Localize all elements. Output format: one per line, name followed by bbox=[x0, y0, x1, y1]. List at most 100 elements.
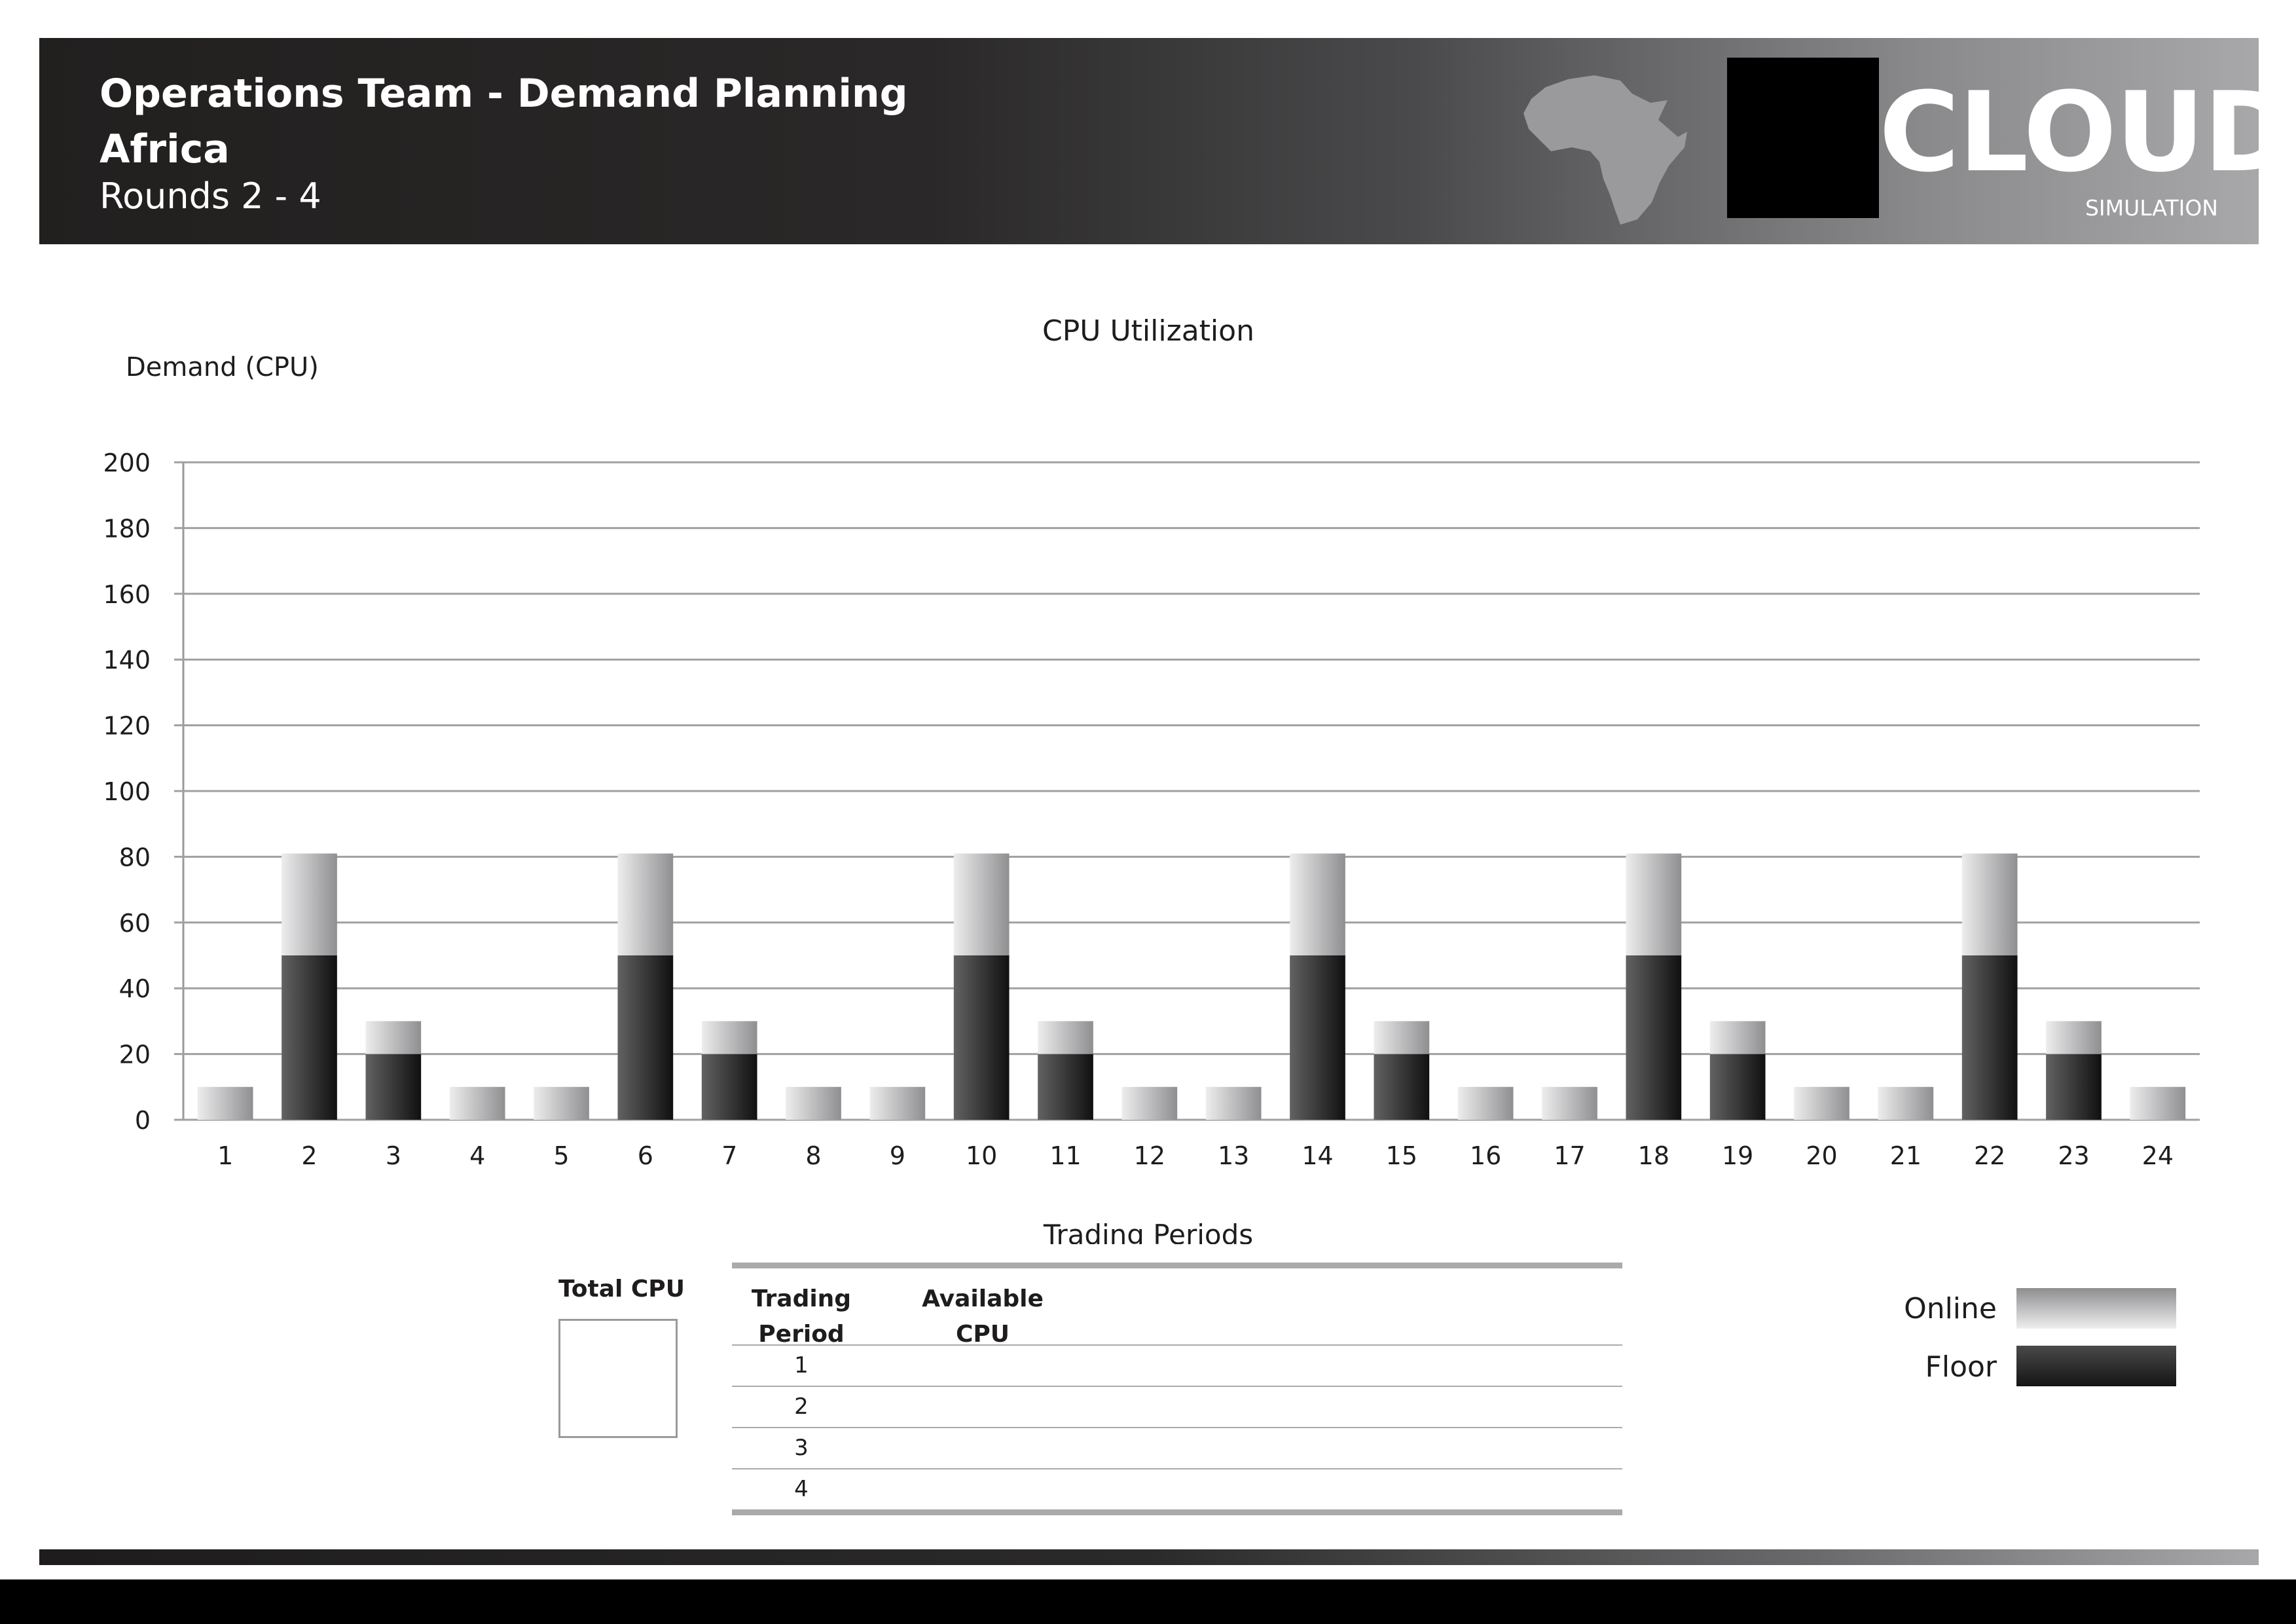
x-tick-label: 14 bbox=[1302, 1141, 1333, 1170]
bar-floor bbox=[953, 955, 1010, 1120]
y-axis-label: Demand (CPU) bbox=[126, 352, 319, 382]
x-tick-label: 8 bbox=[805, 1141, 821, 1170]
bar-floor bbox=[617, 955, 674, 1120]
table-row[interactable]: 3 bbox=[732, 1428, 1622, 1469]
y-tick-label: 140 bbox=[103, 646, 151, 674]
y-tick-label: 80 bbox=[119, 843, 151, 872]
footer-bar bbox=[39, 1549, 2259, 1565]
trading-period-table: Trading Period Available CPU 1 2 3 4 bbox=[732, 1263, 1622, 1515]
x-tick-label: 9 bbox=[890, 1141, 905, 1170]
bar-floor bbox=[282, 955, 337, 1120]
x-tick-label: 3 bbox=[386, 1141, 401, 1170]
bar-online bbox=[1457, 1086, 1514, 1120]
y-tick-label: 200 bbox=[103, 449, 151, 477]
bar-online bbox=[1878, 1086, 1934, 1120]
bar-online bbox=[1374, 1021, 1430, 1054]
table-row[interactable]: 2 bbox=[732, 1387, 1622, 1428]
bar-online bbox=[197, 1086, 253, 1120]
rounds-subtitle: Rounds 2 - 4 bbox=[100, 175, 321, 217]
x-tick-label: 4 bbox=[469, 1141, 485, 1170]
page-title: Operations Team - Demand Planning bbox=[100, 71, 908, 117]
x-tick-label: 21 bbox=[1890, 1141, 1922, 1170]
x-tick-label: 24 bbox=[2142, 1141, 2174, 1170]
legend-online-swatch bbox=[2016, 1288, 2176, 1329]
period-cell: 4 bbox=[794, 1476, 809, 1502]
bar-online bbox=[365, 1021, 422, 1054]
bar-floor bbox=[1626, 955, 1682, 1120]
bar-online bbox=[1542, 1086, 1597, 1120]
y-tick-label: 20 bbox=[119, 1041, 151, 1069]
bar-online bbox=[1794, 1086, 1850, 1120]
bar-online bbox=[869, 1086, 926, 1120]
x-tick-label: 10 bbox=[966, 1141, 997, 1170]
x-tick-label: 5 bbox=[553, 1141, 569, 1170]
bar-floor bbox=[2046, 1054, 2102, 1120]
x-tick-label: 1 bbox=[217, 1141, 233, 1170]
chart-title: CPU Utilization bbox=[1042, 314, 1254, 348]
x-tick-label: 20 bbox=[1806, 1141, 1837, 1170]
header-banner: Operations Team - Demand Planning Africa… bbox=[39, 38, 2295, 244]
bar-online bbox=[786, 1086, 841, 1120]
y-tick-label: 180 bbox=[103, 514, 151, 543]
africa-map-icon bbox=[1523, 75, 1687, 225]
legend-floor-label: Floor bbox=[1925, 1350, 1997, 1384]
x-tick-label: 12 bbox=[1134, 1141, 1165, 1170]
bar-floor bbox=[701, 1054, 757, 1120]
bar-online bbox=[1290, 853, 1345, 955]
x-tick-label: 18 bbox=[1638, 1141, 1669, 1170]
bar-online bbox=[2046, 1021, 2102, 1054]
logo-wordmark: CLOUD bbox=[1879, 68, 2295, 196]
x-tick-label: 13 bbox=[1218, 1141, 1249, 1170]
bar-floor bbox=[365, 1054, 422, 1120]
bar-floor bbox=[1961, 955, 2018, 1120]
bar-online bbox=[1121, 1086, 1178, 1120]
y-tick-label: 0 bbox=[135, 1106, 151, 1135]
x-tick-label: 16 bbox=[1470, 1141, 1501, 1170]
cpu-utilization-chart: CPU Utilization Demand (CPU) Trading Per… bbox=[103, 314, 2200, 1244]
bar-floor bbox=[1709, 1054, 1766, 1120]
bar-online bbox=[534, 1086, 589, 1120]
period-cell: 2 bbox=[794, 1393, 809, 1420]
y-tick-label: 100 bbox=[103, 777, 151, 806]
logo-subtitle: SIMULATION bbox=[2085, 195, 2218, 221]
table-row[interactable]: 4 bbox=[732, 1469, 1622, 1509]
bars bbox=[197, 853, 2186, 1120]
bar-floor bbox=[1374, 1054, 1430, 1120]
bar-online bbox=[617, 853, 674, 955]
x-tick-label: 22 bbox=[1974, 1141, 2005, 1170]
bar-online bbox=[1038, 1021, 1093, 1054]
x-axis-label: Trading Periods bbox=[1043, 1219, 1253, 1244]
table-row[interactable]: 1 bbox=[732, 1346, 1622, 1387]
gridlines bbox=[174, 461, 2200, 1121]
total-cpu-input-box[interactable] bbox=[558, 1319, 678, 1438]
bar-online bbox=[1626, 853, 1682, 955]
x-tick-label: 19 bbox=[1722, 1141, 1753, 1170]
region-title: Africa bbox=[100, 126, 230, 172]
y-tick-label: 160 bbox=[103, 580, 151, 609]
bottom-band bbox=[0, 1579, 2296, 1624]
x-tick-label: 7 bbox=[721, 1141, 737, 1170]
header-available-cpu: Available CPU bbox=[922, 1285, 1044, 1348]
x-tick-label: 17 bbox=[1554, 1141, 1585, 1170]
x-tick-label: 11 bbox=[1049, 1141, 1081, 1170]
x-tick-label: 2 bbox=[301, 1141, 317, 1170]
bar-online bbox=[953, 853, 1010, 955]
bar-online bbox=[701, 1021, 757, 1054]
legend-online-label: Online bbox=[1904, 1292, 1997, 1325]
period-cell: 3 bbox=[794, 1435, 809, 1461]
bar-online bbox=[1709, 1021, 1766, 1054]
x-tick-label: 23 bbox=[2058, 1141, 2089, 1170]
table-header: Trading Period Available CPU bbox=[732, 1268, 1622, 1348]
bar-online bbox=[2130, 1086, 2186, 1120]
bar-online bbox=[1961, 853, 2018, 955]
total-cpu-label: Total CPU bbox=[558, 1276, 685, 1302]
x-tick-label: 6 bbox=[638, 1141, 653, 1170]
x-tick-label: 15 bbox=[1386, 1141, 1417, 1170]
legend-floor-swatch bbox=[2016, 1346, 2176, 1386]
bar-online bbox=[1205, 1086, 1262, 1120]
bar-online bbox=[449, 1086, 505, 1120]
bar-floor bbox=[1038, 1054, 1093, 1120]
y-tick-label: 120 bbox=[103, 712, 151, 741]
header-trading-period: Trading Period bbox=[751, 1285, 852, 1348]
